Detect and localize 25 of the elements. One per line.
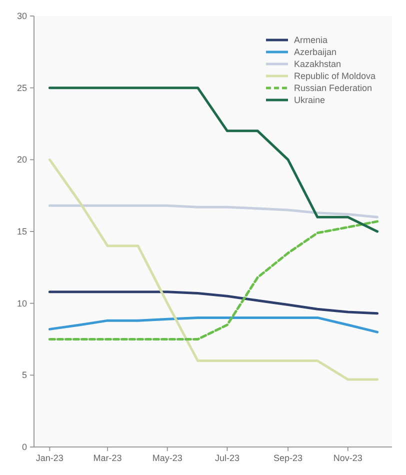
legend-label: Republic of Moldova bbox=[294, 71, 376, 81]
x-tick-label: Jul-23 bbox=[214, 453, 240, 463]
line-series bbox=[48, 316, 379, 334]
y-tick-label: 0 bbox=[22, 442, 27, 452]
line-series bbox=[48, 158, 379, 381]
y-tick-label: 30 bbox=[16, 11, 27, 21]
legend-label: Russian Federation bbox=[294, 83, 372, 93]
x-tick-label: May-23 bbox=[152, 453, 182, 463]
y-tick-label: 5 bbox=[22, 370, 27, 380]
line-series bbox=[48, 290, 379, 315]
legend-label: Kazakhstan bbox=[294, 59, 342, 69]
x-tick-label: Mar-23 bbox=[93, 453, 122, 463]
line-series bbox=[48, 86, 379, 233]
y-tick-label: 25 bbox=[16, 82, 27, 93]
legend-label: Armenia bbox=[294, 35, 328, 45]
x-tick-label: Jan-23 bbox=[36, 453, 64, 463]
x-tick-label: Nov-23 bbox=[333, 453, 362, 463]
line-series bbox=[48, 220, 379, 340]
legend-label: Ukraine bbox=[294, 95, 326, 105]
legend-label: Azerbaijan bbox=[294, 47, 337, 57]
x-tick-label: Sep-23 bbox=[274, 453, 303, 463]
y-tick-label: 10 bbox=[16, 298, 27, 308]
line-series bbox=[48, 204, 379, 218]
y-tick-label: 15 bbox=[16, 226, 27, 236]
y-tick-label: 20 bbox=[16, 154, 27, 165]
